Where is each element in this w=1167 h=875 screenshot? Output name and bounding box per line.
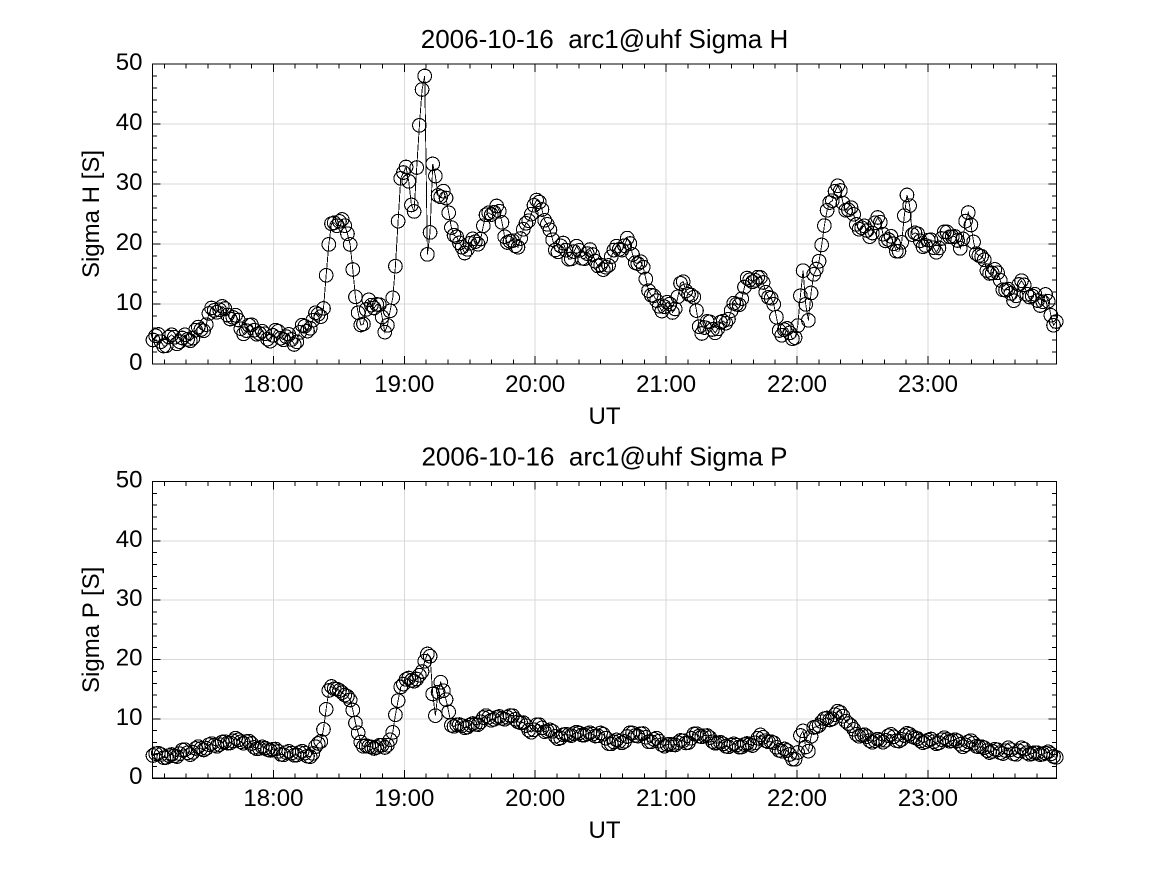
svg-text:0: 0 [129, 763, 142, 790]
svg-text:20: 20 [116, 229, 143, 256]
svg-text:2006-10-16 arc1@uhf Sigma P: 2006-10-16 arc1@uhf Sigma P [421, 442, 787, 472]
svg-text:30: 30 [116, 585, 143, 612]
svg-text:10: 10 [116, 704, 143, 731]
svg-text:20:00: 20:00 [505, 371, 565, 398]
svg-text:19:00: 19:00 [374, 785, 434, 812]
svg-text:21:00: 21:00 [636, 371, 696, 398]
svg-text:22:00: 22:00 [767, 371, 827, 398]
svg-text:10: 10 [116, 289, 143, 316]
svg-text:UT: UT [589, 403, 621, 430]
svg-text:0: 0 [129, 349, 142, 376]
svg-text:18:00: 18:00 [243, 785, 303, 812]
svg-text:Sigma H [S]: Sigma H [S] [78, 150, 105, 278]
svg-text:23:00: 23:00 [898, 371, 958, 398]
svg-text:30: 30 [116, 169, 143, 196]
svg-text:20: 20 [116, 645, 143, 672]
svg-text:21:00: 21:00 [636, 785, 696, 812]
svg-text:2006-10-16 arc1@uhf Sigma H: 2006-10-16 arc1@uhf Sigma H [421, 24, 788, 54]
svg-text:50: 50 [116, 49, 143, 76]
svg-text:UT: UT [589, 817, 621, 844]
svg-text:40: 40 [116, 526, 143, 553]
svg-text:18:00: 18:00 [243, 371, 303, 398]
svg-text:40: 40 [116, 109, 143, 136]
svg-text:20:00: 20:00 [505, 785, 565, 812]
svg-text:23:00: 23:00 [898, 785, 958, 812]
svg-text:19:00: 19:00 [374, 371, 434, 398]
svg-text:22:00: 22:00 [767, 785, 827, 812]
svg-text:Sigma P [S]: Sigma P [S] [78, 567, 105, 693]
svg-text:50: 50 [116, 467, 143, 494]
